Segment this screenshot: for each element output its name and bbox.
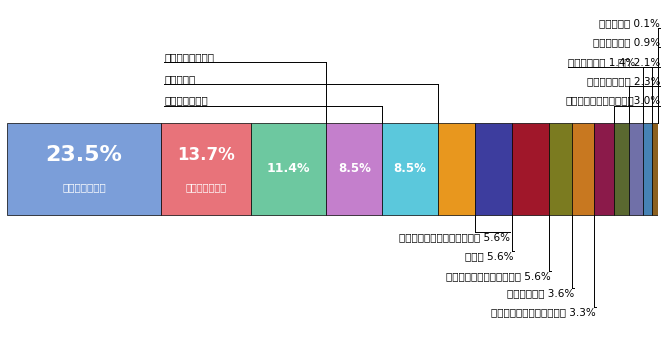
Bar (594, 123, 614, 215)
Bar (382, 123, 438, 215)
Bar (628, 123, 642, 215)
Text: 精神系の疾患 1.4%: 精神系の疾患 1.4% (569, 57, 636, 67)
Text: 損傷・中毒: 損傷・中毒 (164, 74, 196, 84)
Bar (652, 123, 658, 215)
Bar (7, 123, 161, 215)
Text: 8.5%: 8.5% (394, 162, 426, 175)
Text: 内分泌、栄養および代謝疾患 5.6%: 内分泌、栄養および代謝疾患 5.6% (399, 232, 510, 242)
Text: 耳鼻科系の疾患 2.3%: 耳鼻科系の疾患 2.3% (587, 76, 660, 86)
Bar (572, 123, 594, 215)
Text: 8.5%: 8.5% (338, 162, 370, 175)
Bar (251, 123, 327, 215)
Text: 血液系の疾患 0.9%: 血液系の疾患 0.9% (593, 37, 660, 47)
Bar (161, 123, 251, 215)
Bar (549, 123, 572, 215)
Text: 消化器系の疾患: 消化器系の疾患 (186, 182, 227, 192)
Bar (475, 123, 511, 215)
Bar (511, 123, 549, 215)
Bar (327, 123, 382, 215)
Text: 13.7%: 13.7% (178, 147, 235, 164)
Text: 感染症 5.6%: 感染症 5.6% (465, 252, 513, 261)
Bar (438, 123, 475, 215)
Text: 先天性奇形 0.1%: 先天性奇形 0.1% (599, 18, 660, 28)
Text: 神経系の疾患 3.6%: 神経系の疾患 3.6% (507, 288, 574, 298)
Bar (614, 123, 628, 215)
Text: 11.4%: 11.4% (267, 162, 311, 175)
Text: がん 2.1%: がん 2.1% (618, 57, 660, 67)
Text: 呼吸器系の疾患: 呼吸器系の疾患 (62, 182, 106, 192)
Text: 新型コロナウイルス感染症 3.3%: 新型コロナウイルス感染症 3.3% (491, 307, 596, 317)
Text: 骨格筋及び結合組織の疾患 5.6%: 骨格筋及び結合組織の疾患 5.6% (446, 271, 551, 281)
Text: 皮膚及び皮下組織の疾患3.0%: 皮膚及び皮下組織の疾患3.0% (565, 96, 660, 106)
Text: 循環器系の疾患: 循環器系の疾患 (164, 96, 208, 106)
Text: 尿路性器系の疾患: 尿路性器系の疾患 (164, 52, 215, 62)
Text: 23.5%: 23.5% (45, 146, 122, 165)
Bar (642, 123, 652, 215)
